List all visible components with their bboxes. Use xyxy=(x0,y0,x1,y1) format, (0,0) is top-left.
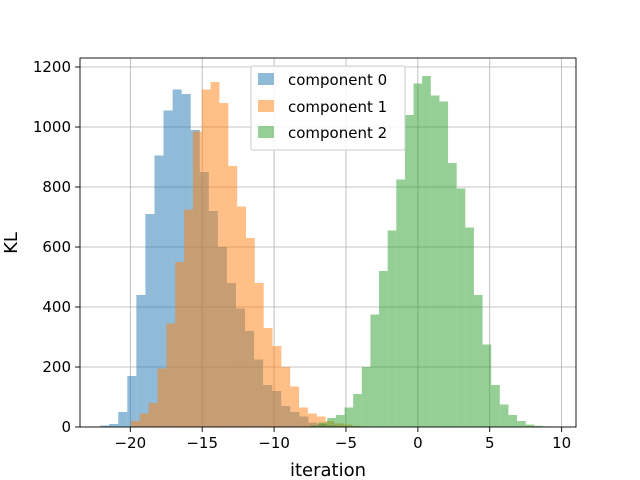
x-tick-label: 0 xyxy=(413,434,423,452)
x-tick-label: 5 xyxy=(485,434,495,452)
histogram-bar xyxy=(430,95,440,427)
histogram-bar xyxy=(175,262,185,427)
y-tick-label: 200 xyxy=(42,358,71,376)
histogram-bar xyxy=(290,386,300,427)
histogram-bar xyxy=(482,344,492,427)
y-tick-label: 1200 xyxy=(33,58,71,76)
histogram-bar xyxy=(254,283,264,427)
histogram-bar xyxy=(201,89,211,427)
histogram-bar xyxy=(508,415,518,427)
histogram-bar xyxy=(413,83,423,427)
histogram-bar xyxy=(157,368,167,427)
legend-swatch-component-0 xyxy=(258,73,274,85)
histogram-bar xyxy=(327,418,336,427)
histogram-bar xyxy=(299,407,308,427)
histogram-bar xyxy=(318,422,328,427)
histogram-bar xyxy=(237,206,246,427)
y-tick-label: 1000 xyxy=(33,118,71,136)
y-tick-label: 600 xyxy=(42,238,71,256)
histogram-bar xyxy=(310,425,319,427)
x-tick-label: 10 xyxy=(552,434,571,452)
histogram-bar xyxy=(148,403,158,427)
histogram-bar xyxy=(139,413,149,427)
histogram-bar xyxy=(499,404,509,427)
plot-frame xyxy=(79,57,577,428)
x-tick-label: −10 xyxy=(258,434,290,452)
x-tick-label: −5 xyxy=(335,434,357,452)
histogram-bar xyxy=(517,421,526,427)
histogram-bar xyxy=(127,376,137,427)
legend-swatch-component-1 xyxy=(258,100,274,112)
histogram-bar xyxy=(100,425,110,427)
histogram-bar xyxy=(491,385,500,427)
series-component-2 xyxy=(301,76,561,427)
legend-label-component-1: component 1 xyxy=(288,98,387,116)
histogram-bar xyxy=(219,103,229,427)
histogram-bar xyxy=(361,367,371,427)
histogram-bar xyxy=(118,412,128,427)
histogram-bar xyxy=(166,323,176,427)
histogram-bar xyxy=(422,76,431,427)
histogram-bar xyxy=(525,424,535,427)
y-tick-label: 400 xyxy=(42,298,71,316)
histogram-bar xyxy=(131,421,140,427)
y-axis-title: KL xyxy=(1,232,22,254)
x-axis-title: iteration xyxy=(290,460,366,480)
histogram-bar xyxy=(109,424,119,427)
histogram-bar xyxy=(245,238,255,427)
histogram-bar xyxy=(379,271,388,427)
legend: component 0 component 1 component 2 xyxy=(250,65,406,151)
histogram-bar xyxy=(534,425,543,427)
histogram-bar xyxy=(263,328,273,427)
y-tick-label: 0 xyxy=(61,418,71,436)
y-tick-label: 800 xyxy=(42,178,71,196)
histogram-bar xyxy=(473,295,483,427)
histogram-bar xyxy=(307,413,317,427)
histogram-bar xyxy=(145,214,155,427)
histogram-bar xyxy=(387,230,397,427)
histogram-bar xyxy=(456,188,466,427)
histogram-bar xyxy=(439,101,449,427)
histogram-bar xyxy=(228,166,238,427)
histogram-bar xyxy=(448,163,457,427)
histogram-bar xyxy=(404,115,414,427)
histogram-bar xyxy=(184,209,193,427)
histogram-bar xyxy=(172,89,182,427)
histogram-bar xyxy=(344,407,354,427)
ticks: −20 −15 −10 −5 0 5 10 0 200 400 600 800 1000 1200 xyxy=(33,58,571,452)
bars xyxy=(100,76,561,427)
histogram-bar xyxy=(154,155,164,427)
histogram-bar xyxy=(335,415,345,427)
histogram-bar xyxy=(370,314,380,427)
legend-box xyxy=(250,65,406,151)
histogram-bar xyxy=(192,131,202,427)
x-tick-label: −20 xyxy=(114,434,146,452)
histogram-bar xyxy=(136,295,146,427)
histogram-bar xyxy=(316,416,326,427)
series-component-1 xyxy=(131,82,361,427)
histogram-bar xyxy=(465,227,474,427)
histogram-bar xyxy=(163,110,173,427)
histogram-bar xyxy=(272,346,282,427)
histogram-bar xyxy=(396,179,405,427)
histogram-bar xyxy=(281,367,291,427)
legend-swatch-component-2 xyxy=(258,126,274,138)
histogram-bar xyxy=(210,82,220,427)
x-tick-label: −15 xyxy=(186,434,218,452)
histogram-bar xyxy=(353,394,362,427)
legend-label-component-2: component 2 xyxy=(288,124,387,142)
legend-label-component-0: component 0 xyxy=(288,71,387,89)
